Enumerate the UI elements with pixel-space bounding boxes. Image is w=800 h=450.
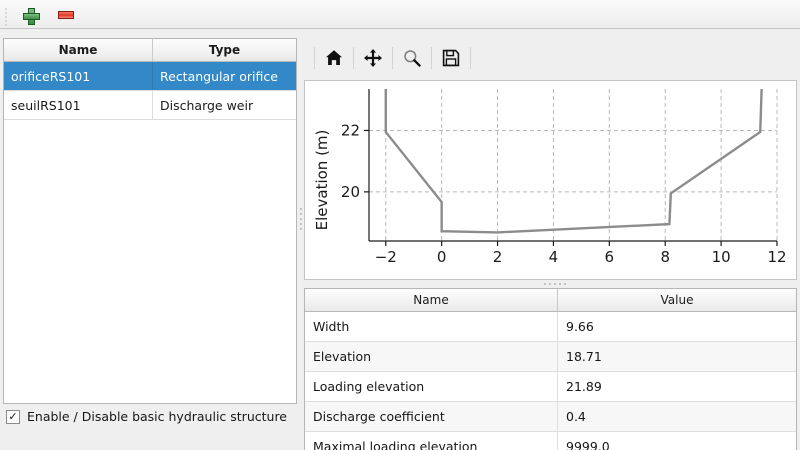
zoom-button[interactable]	[395, 42, 429, 74]
home-icon	[326, 50, 342, 65]
toolbar-divider	[431, 47, 432, 69]
x-tick-labels: −2 0 2 4 6 8 10 12	[375, 248, 787, 266]
save-icon	[442, 49, 460, 67]
plot-gridlines	[369, 89, 778, 241]
right-panel: −2 0 2 4 6 8 10 12 20 22 Elevation (m) Name Valu…	[304, 36, 797, 450]
property-value-cell[interactable]: 21.89	[566, 379, 602, 394]
column-header-type[interactable]: Type	[208, 43, 241, 57]
structure-list-header: Name Type	[4, 39, 296, 62]
table-row[interactable]: orificeRS101 Rectangular orifice	[4, 62, 296, 91]
property-value-cell[interactable]: 9999.0	[566, 439, 610, 450]
x-tick-label: 12	[767, 248, 786, 266]
toolbar-divider	[470, 47, 471, 69]
table-row[interactable]: Discharge coefficient 0.4	[305, 402, 796, 432]
add-structure-button[interactable]	[18, 4, 42, 26]
properties-table: Name Value Width 9.66 Elevation 18.71 Lo…	[304, 288, 797, 450]
toolbar-divider	[392, 47, 393, 69]
toolbar-divider	[353, 47, 354, 69]
toolbar-drag-handle[interactable]	[5, 8, 10, 26]
remove-structure-button[interactable]	[54, 4, 78, 26]
zoom-icon	[404, 50, 421, 67]
property-name-cell: Width	[305, 312, 558, 341]
cross-section-chart[interactable]: −2 0 2 4 6 8 10 12 20 22 Elevation (m)	[304, 80, 797, 280]
pan-button[interactable]	[356, 42, 390, 74]
column-header-value[interactable]: Value	[660, 293, 694, 307]
move-icon	[364, 49, 382, 67]
plot-navigation-toolbar	[304, 36, 797, 80]
structure-toolbar	[0, 0, 800, 29]
table-row[interactable]: Maximal loading elevation 9999.0	[305, 432, 796, 450]
plus-icon	[22, 7, 40, 25]
toolbar-divider	[314, 47, 315, 69]
property-value-cell[interactable]: 0.4	[566, 409, 586, 424]
property-name-cell: Maximal loading elevation	[305, 432, 558, 450]
enable-structure-checkbox[interactable]: ✓	[6, 409, 20, 424]
enable-structure-label: Enable / Disable basic hydraulic structu…	[27, 409, 287, 424]
vertical-splitter[interactable]	[298, 38, 304, 404]
home-button[interactable]	[317, 42, 351, 74]
table-row[interactable]: Elevation 18.71	[305, 342, 796, 372]
save-button[interactable]	[434, 42, 468, 74]
structure-type-cell: Discharge weir	[160, 97, 254, 113]
x-tick-label: 0	[437, 248, 447, 266]
column-header-name[interactable]: Name	[4, 39, 153, 61]
structure-type-cell: Rectangular orifice	[160, 68, 278, 84]
table-row[interactable]: seuilRS101 Discharge weir	[4, 91, 296, 120]
properties-table-header: Name Value	[305, 289, 796, 312]
horizontal-splitter[interactable]	[304, 280, 797, 288]
plot-axes-spines	[368, 89, 777, 242]
table-row[interactable]: Width 9.66	[305, 312, 796, 342]
y-axis-label: Elevation (m)	[313, 130, 331, 231]
property-name-cell: Elevation	[305, 342, 558, 371]
x-tick-label: 8	[660, 248, 670, 266]
minus-icon	[58, 11, 74, 19]
structure-list-panel: Name Type orificeRS101 Rectangular orifi…	[3, 38, 297, 404]
splitter-grip-icon	[300, 208, 302, 233]
property-value-cell[interactable]: 18.71	[566, 349, 602, 364]
property-name-cell: Loading elevation	[305, 372, 558, 401]
table-row[interactable]: Loading elevation 21.89	[305, 372, 796, 402]
column-header-name[interactable]: Name	[305, 289, 558, 311]
structure-name-cell: orificeRS101	[4, 62, 153, 90]
properties-rows: Width 9.66 Elevation 18.71 Loading eleva…	[305, 312, 796, 450]
x-tick-label: −2	[375, 248, 397, 266]
plot-ticks	[364, 129, 778, 246]
profile-line	[384, 88, 763, 234]
x-tick-label: 6	[605, 248, 615, 266]
x-tick-label: 10	[712, 248, 731, 266]
splitter-grip-icon	[544, 283, 566, 285]
x-tick-label: 4	[549, 248, 559, 266]
x-tick-label: 2	[493, 248, 503, 266]
y-tick-label: 20	[341, 183, 360, 201]
property-name-cell: Discharge coefficient	[305, 402, 558, 431]
property-value-cell[interactable]: 9.66	[566, 319, 594, 334]
structure-name-cell: seuilRS101	[4, 91, 153, 119]
enable-structure-checkbox-row[interactable]: ✓ Enable / Disable basic hydraulic struc…	[6, 409, 287, 424]
y-tick-label: 22	[341, 121, 360, 139]
